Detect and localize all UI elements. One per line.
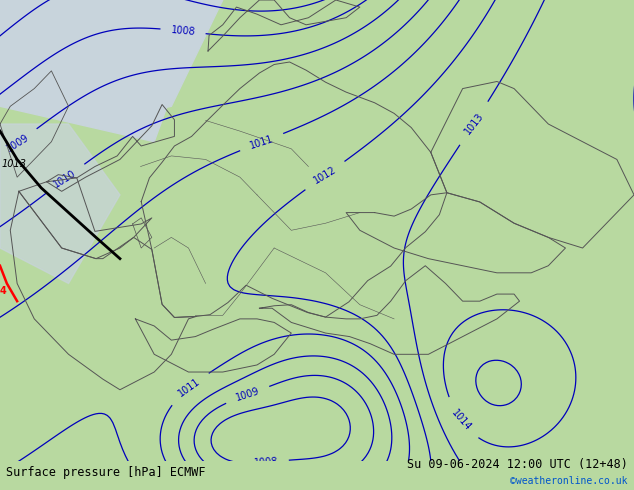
Text: 1013: 1013 [2,159,27,169]
Text: Surface pressure [hPa] ECMWF: Surface pressure [hPa] ECMWF [6,466,206,479]
Text: 1008: 1008 [171,25,196,37]
Polygon shape [0,124,120,283]
Polygon shape [0,0,205,142]
Text: 1009: 1009 [4,133,30,154]
Text: 1014: 1014 [450,408,473,433]
Text: ©weatheronline.co.uk: ©weatheronline.co.uk [510,476,628,486]
Text: 1013: 1013 [462,111,486,136]
Text: 4: 4 [0,286,7,296]
Text: Su 09-06-2024 12:00 UTC (12+48): Su 09-06-2024 12:00 UTC (12+48) [407,458,628,471]
Text: 1009: 1009 [235,386,261,403]
Polygon shape [0,0,223,124]
Text: 1008: 1008 [254,457,279,468]
Text: 1011: 1011 [249,133,275,150]
Text: 1012: 1012 [312,165,338,186]
Text: 1011: 1011 [176,376,202,399]
Text: 1010: 1010 [52,168,78,190]
